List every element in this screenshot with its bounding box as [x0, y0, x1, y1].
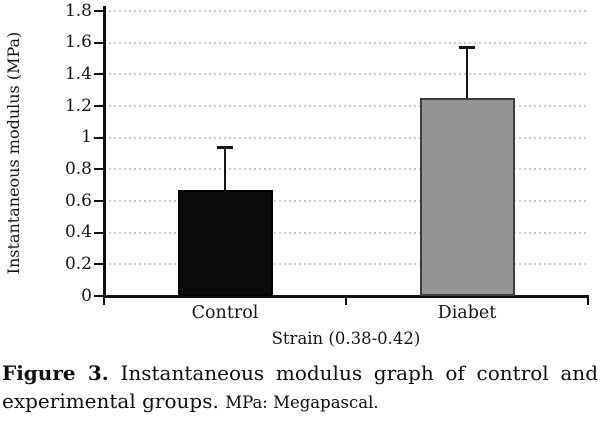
y-tick [94, 231, 104, 234]
error-bar-cap [459, 45, 475, 49]
y-tick [94, 136, 104, 139]
gridline [104, 105, 588, 107]
x-tick [587, 296, 589, 305]
x-tick-label-control: Control [191, 303, 259, 323]
y-tick-label: 1.8 [64, 0, 92, 21]
error-bar-line [224, 145, 226, 190]
gridline [104, 231, 588, 234]
caption-text-1: Instantaneous modulus graph of control a… [120, 361, 598, 385]
caption-line-1: Figure 3. Instantaneous modulus graph of… [2, 360, 598, 388]
bar-diabet [419, 98, 515, 296]
figure-caption: Figure 3. Instantaneous modulus graph of… [2, 360, 598, 416]
caption-text-2: experimental groups. [2, 388, 219, 413]
y-tick-label: 0.4 [64, 222, 92, 243]
gridline [104, 200, 588, 202]
gridline [104, 41, 588, 44]
y-tick-label: 0.6 [64, 190, 92, 211]
gridline [104, 10, 588, 12]
bar-control [177, 189, 273, 296]
y-tick [94, 200, 104, 202]
x-tick-label-diabet: Diabet [437, 303, 497, 323]
y-axis-line [103, 6, 106, 298]
y-tick [94, 73, 104, 76]
error-bar-line [466, 45, 468, 99]
y-tick-label: 0.2 [64, 253, 92, 274]
y-tick-label: 1.6 [64, 32, 92, 53]
y-tick-label: 1.2 [64, 95, 92, 116]
y-tick [94, 263, 104, 266]
y-tick [94, 10, 104, 12]
caption-line-2: experimental groups. MPa: Megapascal. [2, 388, 598, 417]
y-tick-label: 0.8 [64, 158, 92, 179]
y-tick-label: 1.4 [64, 63, 92, 84]
y-tick [94, 105, 104, 107]
y-tick [94, 41, 104, 44]
x-axis-title: Strain (0.38-0.42) [271, 329, 421, 348]
gridline [104, 73, 588, 76]
x-tick [345, 296, 347, 305]
gridline [104, 136, 588, 139]
y-tick [94, 168, 104, 171]
gridline [104, 263, 588, 266]
y-tick [94, 295, 104, 297]
caption-note: MPa: Megapascal. [225, 392, 379, 412]
error-bar-cap [217, 145, 233, 149]
gridline [104, 168, 588, 171]
x-tick [103, 296, 105, 305]
y-tick-label: 1 [81, 127, 92, 148]
y-tick-label: 0 [81, 285, 92, 306]
plot-area: 0 0.2 0.4 0.6 0.8 1 1.2 1.4 1.6 1.8 Control Diabet [64, 0, 589, 323]
caption-figure-label: Figure 3. [2, 361, 109, 385]
